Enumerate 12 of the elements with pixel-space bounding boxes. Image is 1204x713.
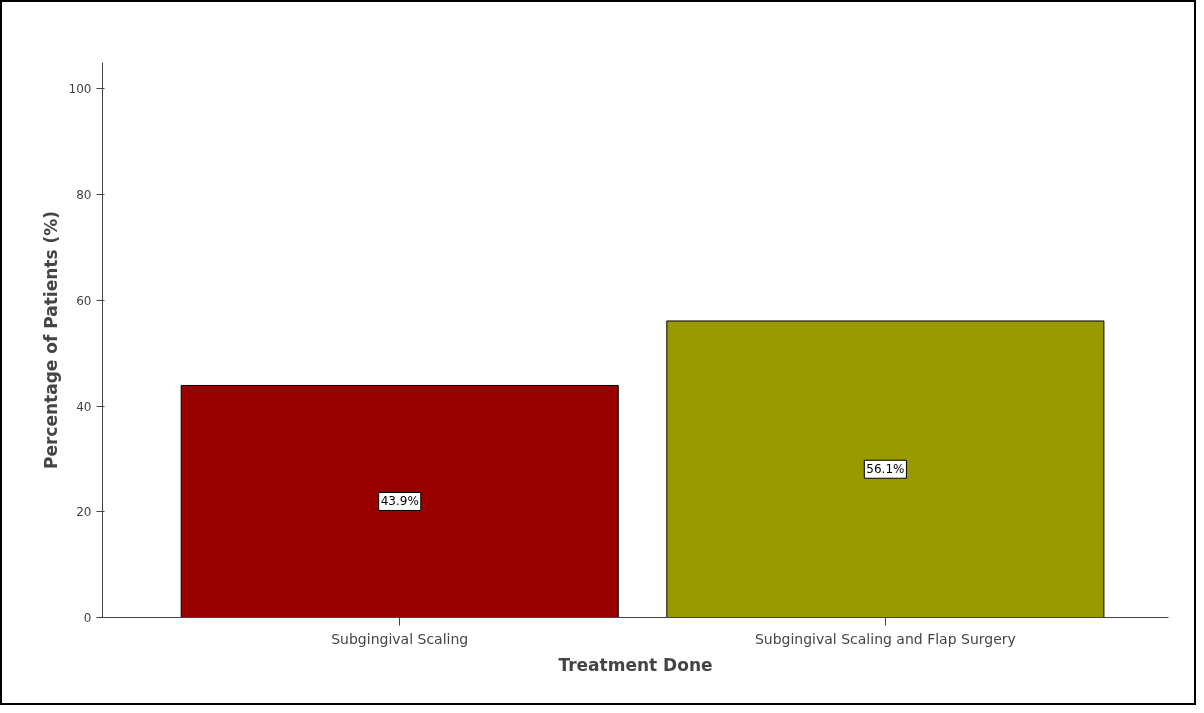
x-tick-label: Subgingival Scaling and Flap Surgery bbox=[754, 630, 1016, 647]
data-label: 43.9% bbox=[380, 494, 419, 509]
x-axis-title: Treatment Done bbox=[558, 654, 713, 675]
x-tick-label: Subgingival Scaling bbox=[331, 630, 469, 647]
y-tick-label: 100 bbox=[68, 82, 92, 97]
y-tick-label: 40 bbox=[76, 399, 92, 414]
y-tick-label: 20 bbox=[76, 505, 92, 520]
y-tick-label: 0 bbox=[83, 611, 92, 625]
y-axis-title: Percentage of Patients (%) bbox=[40, 210, 61, 470]
data-label: 56.1% bbox=[866, 462, 905, 477]
y-tick-label: 60 bbox=[76, 293, 92, 308]
y-tick-label: 80 bbox=[76, 188, 92, 203]
